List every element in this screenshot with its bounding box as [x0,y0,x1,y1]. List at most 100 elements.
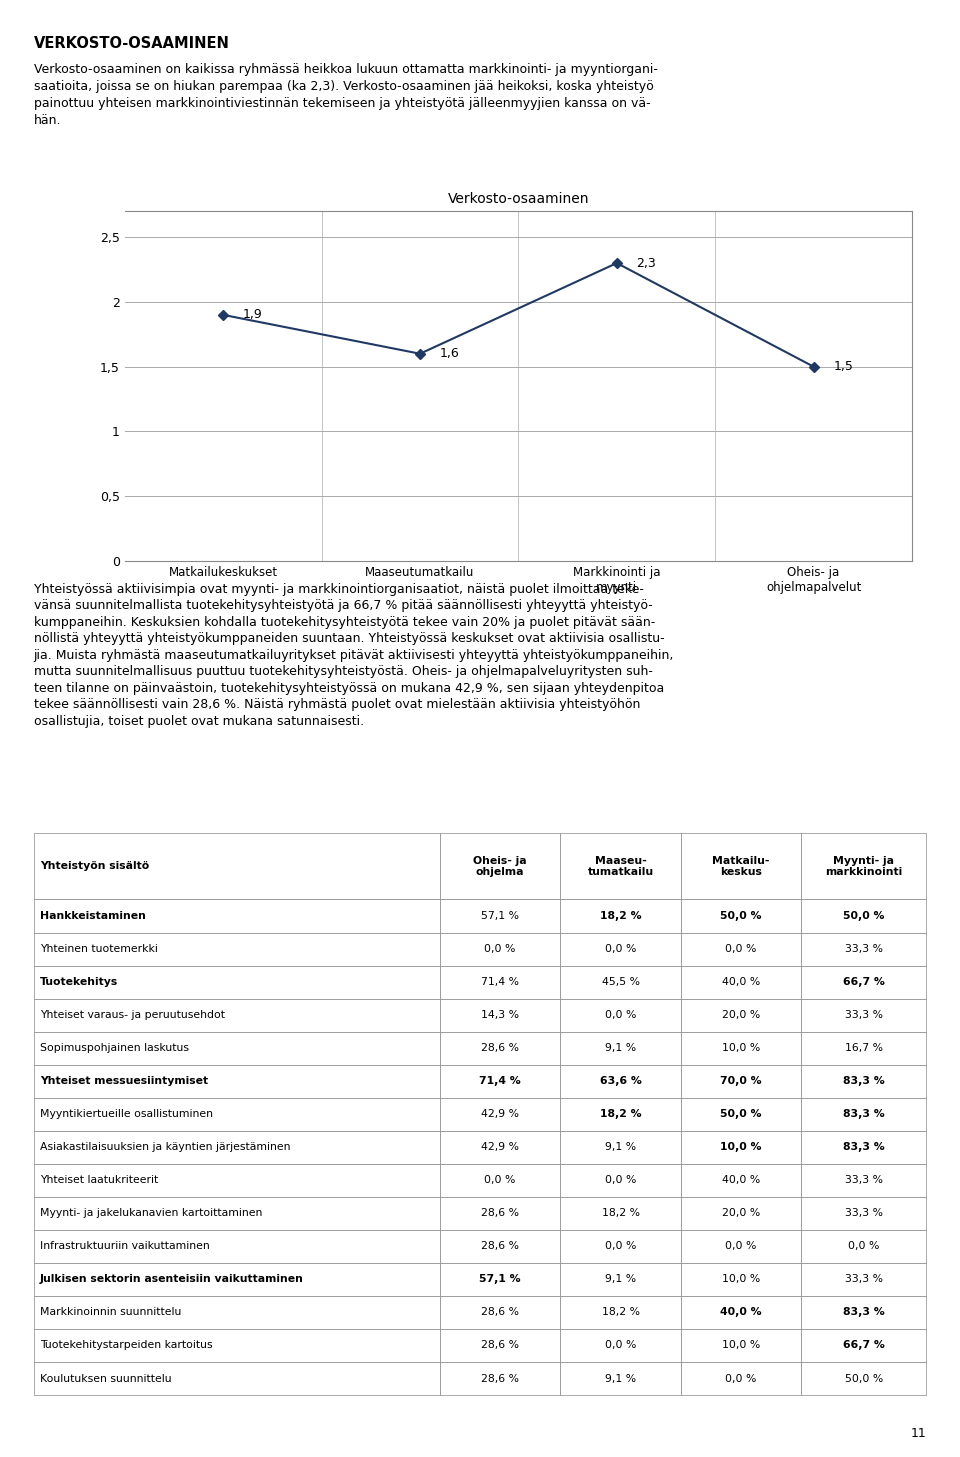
Bar [561,1164,681,1196]
Text: 10,0 %: 10,0 % [722,1275,760,1285]
Text: Yhteiset laatukriteerit: Yhteiset laatukriteerit [40,1176,158,1186]
Text: 40,0 %: 40,0 % [722,1176,760,1186]
Bar [561,998,681,1032]
Text: 28,6 %: 28,6 % [481,1340,519,1351]
Bar [802,1230,926,1263]
Bar [34,966,440,998]
Bar [561,833,681,899]
Bar [802,966,926,998]
Title: Verkosto-osaaminen: Verkosto-osaaminen [447,192,589,205]
Bar [34,1230,440,1263]
Bar [561,1329,681,1362]
Bar [561,932,681,966]
Bar [802,899,926,932]
Text: 0,0 %: 0,0 % [726,1374,756,1384]
Text: 83,3 %: 83,3 % [843,1307,885,1317]
Bar [802,1329,926,1362]
Text: Matkailu-
keskus: Matkailu- keskus [712,855,770,877]
Text: Yhteistyön sisältö: Yhteistyön sisältö [40,861,149,871]
Text: 9,1 %: 9,1 % [605,1043,636,1053]
Bar [802,1295,926,1329]
Text: 70,0 %: 70,0 % [720,1077,762,1085]
Bar [681,833,802,899]
Text: 10,0 %: 10,0 % [722,1043,760,1053]
Text: 0,0 %: 0,0 % [849,1241,879,1252]
Text: 45,5 %: 45,5 % [602,978,639,986]
Text: Maaseu-
tumatkailu: Maaseu- tumatkailu [588,855,654,877]
Text: 10,0 %: 10,0 % [722,1340,760,1351]
Bar [440,932,561,966]
Bar [681,1295,802,1329]
Text: 0,0 %: 0,0 % [605,944,636,954]
Text: Myynti- ja
markkinointi: Myynti- ja markkinointi [826,855,902,877]
Bar [681,966,802,998]
Bar [440,1362,561,1394]
Bar [34,932,440,966]
Bar [440,1032,561,1065]
Bar [561,1196,681,1230]
Bar [34,1131,440,1164]
Text: 18,2 %: 18,2 % [602,1208,639,1218]
Text: 71,4 %: 71,4 % [479,1077,521,1085]
Bar [440,899,561,932]
Text: 50,0 %: 50,0 % [720,1109,762,1119]
Text: Asiakastilaisuuksien ja käyntien järjestäminen: Asiakastilaisuuksien ja käyntien järjest… [40,1142,290,1152]
Text: 33,3 %: 33,3 % [845,944,883,954]
Bar [802,1097,926,1131]
Bar [802,1362,926,1394]
Bar [561,899,681,932]
Text: 50,0 %: 50,0 % [843,911,885,921]
Text: Myynti- ja jakelukanavien kartoittaminen: Myynti- ja jakelukanavien kartoittaminen [40,1208,262,1218]
Text: Julkisen sektorin asenteisiin vaikuttaminen: Julkisen sektorin asenteisiin vaikuttami… [40,1275,303,1285]
Text: 18,2 %: 18,2 % [602,1307,639,1317]
Text: 1,5: 1,5 [833,360,853,373]
Text: 28,6 %: 28,6 % [481,1043,519,1053]
Bar [34,1196,440,1230]
Bar [681,1164,802,1196]
Text: 63,6 %: 63,6 % [600,1077,641,1085]
Text: Oheis- ja
ohjelma: Oheis- ja ohjelma [473,855,527,877]
Text: Infrastruktuuriin vaikuttaminen: Infrastruktuuriin vaikuttaminen [40,1241,209,1252]
Text: 20,0 %: 20,0 % [722,1208,760,1218]
Text: 0,0 %: 0,0 % [605,1241,636,1252]
Bar [561,966,681,998]
Text: Yhteiset varaus- ja peruutusehdot: Yhteiset varaus- ja peruutusehdot [40,1010,225,1020]
Text: 33,3 %: 33,3 % [845,1275,883,1285]
Bar [802,1065,926,1097]
Bar [681,932,802,966]
Bar [561,1263,681,1295]
Bar [681,998,802,1032]
Text: 66,7 %: 66,7 % [843,1340,885,1351]
Text: 33,3 %: 33,3 % [845,1208,883,1218]
Text: 0,0 %: 0,0 % [726,1241,756,1252]
Bar [34,1097,440,1131]
Text: Yhteistyössä aktiivisimpia ovat myynti- ja markkinointiorganisaatiot, näistä puo: Yhteistyössä aktiivisimpia ovat myynti- … [34,583,674,728]
Bar [34,1065,440,1097]
Bar [440,1065,561,1097]
Text: Sopimuspohjainen laskutus: Sopimuspohjainen laskutus [40,1043,189,1053]
Bar [802,1032,926,1065]
Bar [561,1230,681,1263]
Text: 50,0 %: 50,0 % [845,1374,883,1384]
Text: Tuotekehitystarpeiden kartoitus: Tuotekehitystarpeiden kartoitus [40,1340,212,1351]
Text: Yhteinen tuotemerkki: Yhteinen tuotemerkki [40,944,157,954]
Text: 16,7 %: 16,7 % [845,1043,883,1053]
Text: 9,1 %: 9,1 % [605,1374,636,1384]
Bar [681,1131,802,1164]
Bar [34,1295,440,1329]
Bar [34,1164,440,1196]
Bar [681,1362,802,1394]
Text: 11: 11 [911,1426,926,1440]
Bar [561,1362,681,1394]
Text: 28,6 %: 28,6 % [481,1241,519,1252]
Text: 57,1 %: 57,1 % [481,911,519,921]
Bar [34,1263,440,1295]
Text: 2,3: 2,3 [636,256,657,270]
Bar [34,1362,440,1394]
Bar [440,1295,561,1329]
Text: 83,3 %: 83,3 % [843,1077,885,1085]
Text: Verkosto-osaaminen on kaikissa ryhmässä heikkoa lukuun ottamatta markkinointi- j: Verkosto-osaaminen on kaikissa ryhmässä … [34,63,658,127]
Text: 0,0 %: 0,0 % [605,1340,636,1351]
Bar [681,1263,802,1295]
Text: 0,0 %: 0,0 % [726,944,756,954]
